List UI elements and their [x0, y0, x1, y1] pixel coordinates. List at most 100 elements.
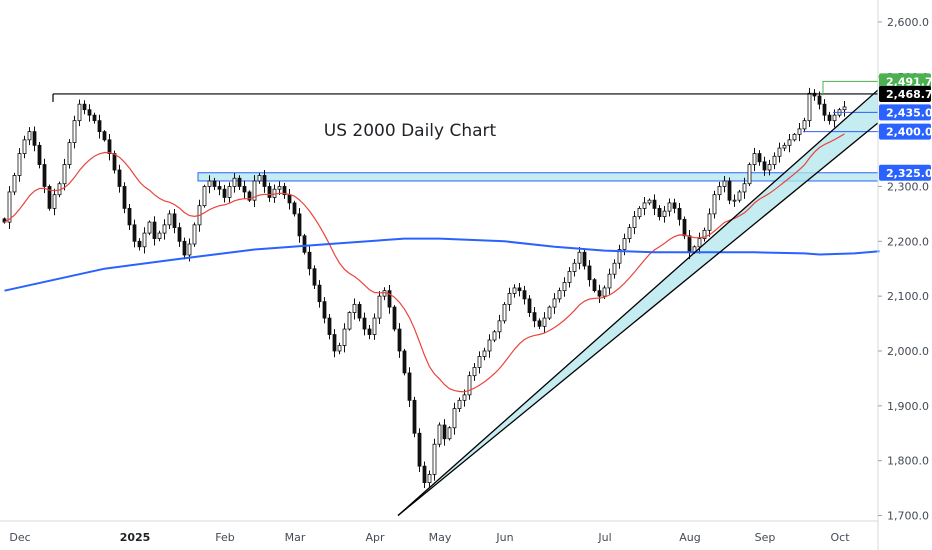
candle-body — [632, 216, 637, 228]
candle-body — [72, 120, 77, 143]
candle — [92, 112, 97, 124]
candle-body — [482, 350, 487, 357]
candle-body — [667, 202, 672, 212]
time-axis[interactable]: Dec 2025 Feb Mar Apr May Jun Jul Aug Sep Oct — [9, 531, 850, 544]
candle — [47, 184, 52, 211]
candle-body — [302, 235, 307, 253]
candle-body — [472, 367, 477, 377]
candle — [562, 277, 567, 297]
candle — [432, 438, 437, 481]
candle — [442, 419, 447, 446]
candle — [207, 175, 212, 194]
candle-body — [567, 271, 572, 283]
candle-body — [822, 103, 827, 116]
trend-line-upper — [397, 89, 879, 517]
candle — [152, 216, 157, 246]
candle — [292, 200, 297, 217]
y-tick-label: 2,100.0 — [887, 290, 929, 303]
candle-body — [62, 164, 67, 185]
candle-body — [712, 194, 717, 215]
candle — [267, 182, 272, 202]
candle — [127, 204, 132, 230]
price-tag-bg — [879, 164, 931, 181]
candle-body — [727, 180, 732, 201]
candle — [652, 194, 657, 216]
candle-body — [687, 235, 692, 253]
candle — [327, 313, 332, 340]
candle — [582, 249, 587, 270]
candle-body — [182, 240, 187, 256]
candle — [467, 371, 472, 400]
x-tick-label: 2025 — [120, 531, 151, 544]
candle-body — [142, 232, 147, 248]
chart-title: US 2000 Daily Chart — [324, 121, 497, 141]
candle-body — [542, 317, 547, 327]
candle — [392, 305, 397, 332]
candle — [697, 232, 702, 254]
candle — [222, 184, 227, 203]
candle-body — [432, 443, 437, 475]
candle-body — [317, 284, 322, 303]
candle — [667, 198, 672, 217]
x-tick-label: Apr — [365, 531, 385, 544]
candle — [142, 227, 147, 254]
candle-body — [202, 186, 207, 207]
candle — [117, 164, 122, 193]
candle — [377, 291, 382, 324]
x-tick-label: Feb — [215, 531, 234, 544]
candle-body — [187, 243, 192, 256]
candle-body — [777, 147, 782, 157]
candle — [87, 104, 92, 122]
candle-body — [677, 207, 682, 220]
candle — [297, 207, 302, 243]
candle-body — [367, 328, 372, 335]
candle-body — [177, 227, 182, 242]
candle-body — [112, 153, 117, 171]
candle — [542, 312, 547, 334]
candle-body — [342, 328, 347, 346]
y-tick-label: 1,700.0 — [887, 510, 929, 523]
candle-body — [662, 210, 667, 218]
y-tick-label: 1,900.0 — [887, 400, 929, 413]
ema-20-line — [4, 133, 845, 393]
x-tick-label: Jul — [597, 531, 611, 544]
candle — [202, 184, 207, 208]
price-tag: 2,325.0 — [879, 164, 932, 181]
candle — [282, 182, 287, 199]
candle — [487, 334, 492, 358]
candle-body — [217, 186, 222, 190]
candle-body — [132, 224, 137, 242]
candle-body — [807, 92, 812, 122]
candle — [417, 428, 422, 472]
x-tick-label: Sep — [755, 531, 776, 544]
candle-body — [257, 175, 262, 182]
candle-body — [397, 328, 402, 352]
candle — [172, 209, 177, 234]
candle-body — [97, 120, 102, 133]
candle — [617, 244, 622, 269]
candle-body — [512, 287, 517, 294]
candle-body — [392, 306, 397, 330]
price-tag-bg — [879, 85, 931, 102]
candle-body — [487, 339, 492, 352]
candle — [357, 301, 362, 322]
candle — [82, 100, 87, 115]
x-tick-label: Mar — [285, 531, 306, 544]
candle — [627, 223, 632, 243]
candle-body — [307, 251, 312, 270]
candle — [387, 284, 392, 314]
candle-body — [792, 133, 797, 141]
candle-body — [252, 180, 257, 201]
candle-body — [707, 213, 712, 231]
candle — [367, 325, 372, 340]
candle-body — [352, 303, 357, 314]
candle — [587, 260, 592, 287]
candle — [422, 461, 427, 489]
x-tick-label: Dec — [9, 531, 30, 544]
candle-body — [752, 153, 757, 165]
candle — [757, 150, 762, 166]
candle-body — [767, 164, 772, 171]
candle-body — [102, 131, 107, 141]
candle-body — [372, 317, 377, 335]
